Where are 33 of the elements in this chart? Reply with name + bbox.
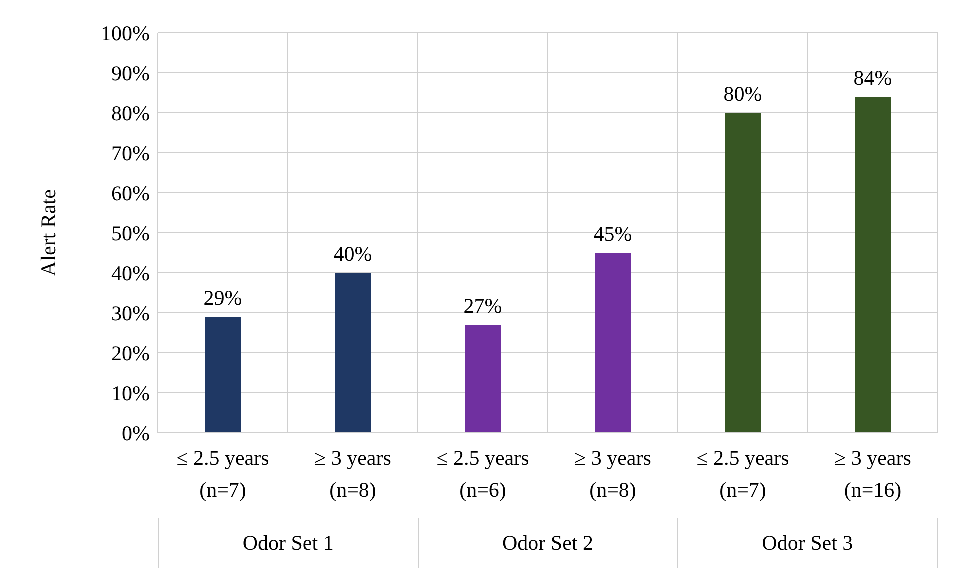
data-label: 80%: [724, 82, 762, 106]
y-tick-label: 50%: [112, 221, 150, 246]
y-tick-label: 40%: [112, 261, 150, 286]
x-tick-label: ≥ 3 years (n=8): [314, 446, 392, 502]
y-tick-label: 10%: [112, 381, 150, 406]
text: Odor Set 3: [762, 530, 854, 556]
bar: [205, 317, 241, 433]
x-tick-label: ≤ 2.5 years (n=6): [436, 446, 530, 502]
y-tick-label: 30%: [112, 301, 150, 326]
data-label: 40%: [334, 242, 372, 266]
y-tick-label: 60%: [112, 181, 150, 206]
bar: [855, 97, 891, 433]
data-label: 45%: [594, 222, 632, 246]
text: Odor Set 2: [502, 530, 594, 556]
data-label: 27%: [464, 294, 502, 318]
text: Odor Set 1: [242, 530, 334, 556]
x-tick-label: ≤ 2.5 years (n=7): [176, 446, 270, 502]
y-tick-label: 20%: [112, 341, 150, 366]
bar: [465, 325, 501, 433]
y-tick-label: 90%: [112, 61, 150, 86]
bar: [725, 113, 761, 433]
y-tick-label: 70%: [112, 141, 150, 166]
bar: [595, 253, 631, 433]
y-tick-label: 0%: [122, 421, 150, 446]
y-axis-title: Alert Rate: [36, 190, 60, 276]
data-label: 84%: [854, 66, 892, 90]
y-tick-label: 80%: [112, 101, 150, 126]
bar: [335, 273, 371, 433]
y-tick-label: 100%: [101, 21, 150, 46]
x-tick-label: ≥ 3 years (n=16): [834, 446, 912, 502]
x-tick-label: ≤ 2.5 years (n=7): [696, 446, 790, 502]
data-label: 29%: [204, 286, 242, 310]
x-tick-label: ≥ 3 years (n=8): [574, 446, 652, 502]
